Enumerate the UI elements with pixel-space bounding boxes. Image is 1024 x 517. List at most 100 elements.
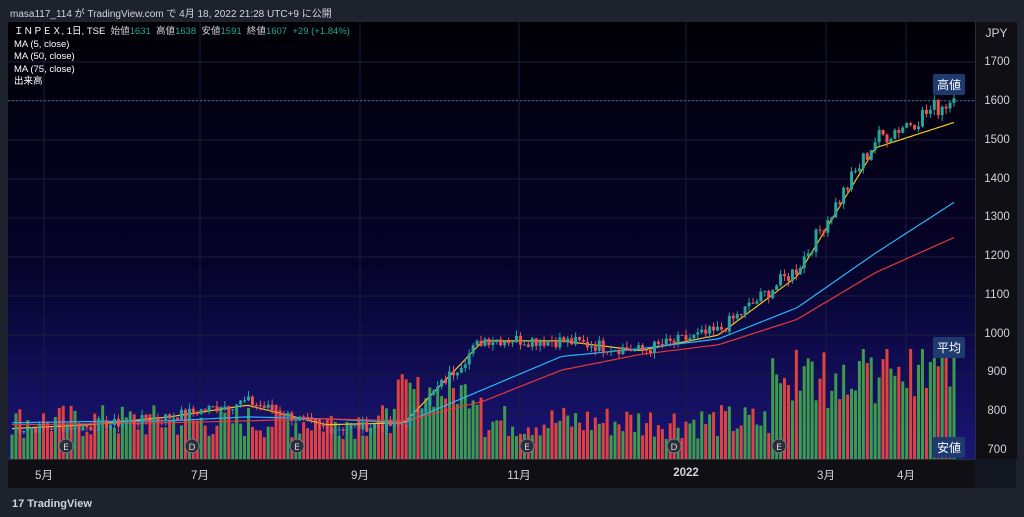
- volume-bar: [727, 406, 731, 459]
- legend-ma5[interactable]: MA (5, close): [14, 38, 70, 50]
- volume-bar: [105, 429, 109, 459]
- candle-body: [597, 340, 601, 351]
- candle-body: [471, 345, 475, 354]
- volume-bar: [120, 406, 124, 459]
- volume-bar: [440, 396, 444, 459]
- event-letter: E: [776, 443, 782, 453]
- footer: 17 TradingView: [0, 488, 1024, 517]
- candle-body: [183, 409, 187, 417]
- candle-body: [215, 406, 219, 412]
- candle-body: [574, 336, 578, 345]
- price-tick: 1700: [984, 56, 1010, 68]
- candle-body: [329, 427, 333, 434]
- volume-bar: [723, 411, 727, 459]
- volume-bar: [652, 436, 656, 459]
- candle-body: [680, 334, 684, 336]
- volume-bar: [617, 424, 621, 459]
- low-tag: 安値: [933, 437, 966, 458]
- avg-tag: 平均: [933, 337, 966, 358]
- symbol-label[interactable]: ＩＮＰＥＸ, 1日, TSE: [14, 26, 106, 37]
- candle-body: [786, 276, 790, 281]
- tradingview-logo[interactable]: 17 TradingView: [12, 498, 92, 510]
- volume-bar: [897, 366, 901, 459]
- candle-body: [18, 427, 22, 433]
- tv-icon: 17: [12, 498, 28, 510]
- candle-body: [948, 102, 952, 109]
- time-axis[interactable]: 5月 7月 9月 11月 2022 3月 4月: [8, 459, 975, 489]
- candle-body: [873, 142, 877, 151]
- candle-body: [459, 367, 463, 373]
- volume-bar: [325, 418, 329, 459]
- candle-body: [447, 371, 451, 384]
- candle-body: [81, 426, 85, 431]
- candle-body: [116, 418, 120, 427]
- close-value: 1607: [265, 26, 288, 37]
- volume-bar: [589, 430, 593, 459]
- volume-bar: [826, 408, 830, 459]
- volume-bar: [885, 349, 889, 459]
- candle-body: [373, 425, 377, 428]
- volume-bar: [215, 425, 219, 459]
- volume-bar: [302, 422, 306, 459]
- candle-body: [302, 416, 306, 418]
- candle-body: [585, 341, 589, 348]
- volume-bar: [286, 420, 290, 459]
- candle-body: [940, 106, 944, 116]
- candle-body: [42, 423, 46, 427]
- volume-bar: [203, 425, 207, 459]
- price-scale[interactable]: JPY 1700 1600 1500 1400 1300 1200 1100 1…: [975, 22, 1017, 459]
- price-tick: 1300: [984, 211, 1010, 223]
- candle-body: [306, 417, 310, 419]
- volume-bar: [156, 417, 160, 459]
- legend-volume[interactable]: 出来高: [14, 76, 43, 87]
- candle-body: [814, 229, 818, 252]
- candle-body: [408, 415, 412, 427]
- volume-bar: [388, 433, 392, 459]
- volume-bar: [786, 385, 790, 459]
- candle-body: [534, 338, 538, 346]
- candle-body: [747, 302, 751, 307]
- volume-bar: [869, 357, 873, 459]
- candle-body: [751, 302, 755, 304]
- event-letter: D: [671, 443, 678, 453]
- legend-ma75[interactable]: MA (75, close): [14, 63, 75, 75]
- volume-bar: [629, 414, 633, 459]
- volume-bar: [160, 427, 164, 459]
- candle-body: [830, 217, 834, 221]
- candle-body: [649, 350, 653, 353]
- volume-bar: [783, 378, 787, 459]
- volume-bar: [928, 362, 932, 459]
- volume-bar: [14, 413, 18, 459]
- candle-body: [211, 406, 215, 408]
- volume-bar: [593, 417, 597, 459]
- volume-bar: [172, 419, 176, 459]
- volume-bar: [759, 425, 763, 459]
- volume-bar: [112, 427, 116, 459]
- candle-body: [132, 419, 136, 424]
- volume-bar: [317, 419, 321, 459]
- candle-body: [727, 315, 731, 332]
- candle-body: [416, 409, 420, 413]
- candle-body: [566, 338, 570, 342]
- candle-body: [495, 339, 499, 343]
- candle-body: [392, 421, 396, 426]
- volume-bar: [93, 413, 97, 459]
- candle-body: [550, 340, 554, 342]
- volume-bar: [262, 437, 266, 459]
- candle-body: [798, 268, 802, 275]
- volume-bar: [688, 423, 692, 459]
- candle-body: [885, 134, 889, 143]
- legend-ma50[interactable]: MA (50, close): [14, 51, 75, 62]
- candle-body: [589, 346, 593, 348]
- candle-body: [282, 415, 286, 417]
- candle-body: [668, 338, 672, 341]
- volume-bar: [250, 426, 254, 459]
- candle-body: [400, 424, 404, 426]
- volume-bar: [85, 431, 89, 459]
- time-tick: 9月: [351, 470, 369, 482]
- volume-bar: [227, 406, 231, 459]
- candle-body: [629, 349, 633, 352]
- candle-body: [109, 424, 113, 429]
- volume-bar: [455, 403, 459, 459]
